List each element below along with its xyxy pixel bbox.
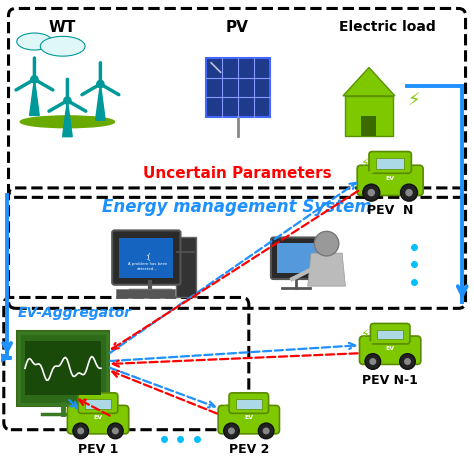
Text: PEV N-1: PEV N-1 [362,374,418,387]
FancyArrowPatch shape [110,368,215,408]
Circle shape [400,354,415,370]
Circle shape [108,423,123,439]
FancyArrowPatch shape [110,183,356,353]
Circle shape [405,189,413,197]
FancyArrowPatch shape [0,354,10,362]
Circle shape [77,428,84,435]
Circle shape [263,428,270,435]
Text: A problem has been
detected...: A problem has been detected... [128,263,167,271]
Polygon shape [63,101,72,137]
Bar [236,399,262,409]
Bar [19,333,107,404]
FancyArrowPatch shape [70,102,86,111]
FancyArrowPatch shape [112,191,358,349]
Bar [25,342,101,395]
Ellipse shape [17,33,52,50]
Circle shape [31,76,38,83]
Circle shape [224,423,239,439]
FancyBboxPatch shape [229,393,269,413]
Bar [277,243,317,274]
FancyBboxPatch shape [271,238,323,279]
Circle shape [73,423,89,439]
FancyArrowPatch shape [16,81,32,90]
Text: :(: :( [145,253,150,262]
Text: ⚡: ⚡ [361,328,370,341]
FancyArrowPatch shape [69,400,77,408]
Text: EV: EV [385,346,395,351]
Text: EV: EV [244,416,254,420]
FancyArrowPatch shape [112,371,217,414]
FancyBboxPatch shape [218,406,280,434]
Text: Energy management System: Energy management System [102,198,372,216]
Text: ⚡: ⚡ [361,157,370,170]
Circle shape [401,184,418,201]
FancyBboxPatch shape [78,393,118,413]
Bar [176,238,196,296]
FancyBboxPatch shape [357,165,423,196]
Bar [17,331,109,406]
FancyArrowPatch shape [49,102,65,111]
Bar [346,96,392,136]
Text: ⚡: ⚡ [408,92,420,110]
Circle shape [228,428,235,435]
Circle shape [369,358,376,365]
FancyBboxPatch shape [369,152,411,173]
FancyArrowPatch shape [37,81,53,90]
Text: ⚡: ⚡ [69,402,77,415]
Text: ⚡: ⚡ [221,402,229,415]
FancyArrowPatch shape [3,343,11,352]
Text: PV: PV [226,20,248,35]
Ellipse shape [40,36,85,56]
FancyBboxPatch shape [370,323,410,344]
Ellipse shape [20,116,115,128]
Bar [376,158,404,169]
Bar [119,238,173,278]
Bar [377,330,403,339]
FancyBboxPatch shape [112,230,181,285]
Bar [206,58,270,117]
Polygon shape [308,253,346,286]
Text: Uncertain Parameters: Uncertain Parameters [143,166,331,181]
FancyBboxPatch shape [359,336,421,364]
Text: EV: EV [385,176,395,181]
Circle shape [64,97,71,104]
Circle shape [404,358,411,365]
Circle shape [112,428,119,435]
Text: PEV  N: PEV N [367,204,413,217]
Circle shape [258,423,274,439]
FancyArrowPatch shape [113,353,358,367]
Circle shape [367,189,375,197]
Bar [361,116,376,136]
Text: Electric load: Electric load [339,20,436,34]
Polygon shape [30,79,39,115]
Polygon shape [343,67,395,96]
Bar [85,399,111,409]
FancyArrowPatch shape [82,86,98,95]
Text: EV-Aggregator: EV-Aggregator [18,306,131,320]
Circle shape [365,354,381,370]
Circle shape [314,231,339,256]
Polygon shape [96,84,105,120]
Text: EV: EV [93,416,102,420]
Circle shape [363,184,380,201]
Text: PEV 1: PEV 1 [78,443,118,456]
FancyArrowPatch shape [103,86,119,95]
FancyArrowPatch shape [110,343,355,361]
Text: PEV 2: PEV 2 [228,443,269,456]
Bar [116,289,175,298]
FancyArrowPatch shape [79,399,109,416]
FancyArrowPatch shape [458,286,467,295]
FancyBboxPatch shape [67,406,128,434]
Text: WT: WT [49,20,76,35]
Circle shape [97,80,104,88]
